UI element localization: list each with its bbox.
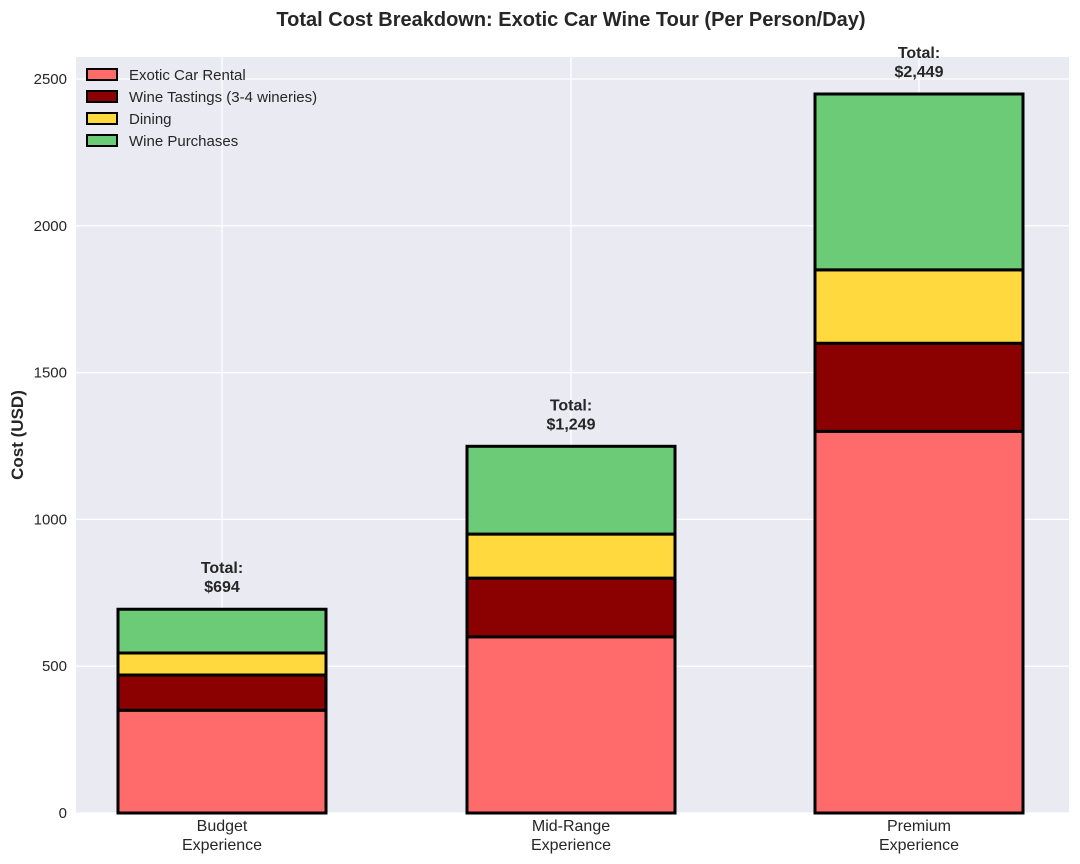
bar-segment — [813, 341, 1025, 433]
bar-segment — [813, 268, 1025, 345]
x-tick-label: Budget — [197, 818, 248, 835]
legend-label: Wine Purchases — [129, 133, 238, 150]
y-axis-label: Cost (USD) — [8, 390, 27, 480]
bar-segment — [465, 576, 677, 639]
y-tick-label: 1500 — [34, 365, 67, 382]
total-label-value: $694 — [204, 579, 240, 596]
bar-segment — [116, 673, 328, 712]
legend-label: Wine Tastings (3-4 wineries) — [129, 89, 317, 106]
legend: Exotic Car Rental Wine Tastings (3-4 wine… — [86, 67, 317, 150]
total-label-heading: Total: — [201, 560, 243, 577]
y-tick-label: 0 — [59, 805, 67, 822]
legend-label: Dining — [129, 111, 172, 128]
legend-swatch — [86, 112, 118, 125]
bar-segment — [465, 444, 677, 536]
x-tick-label: Experience — [531, 837, 611, 854]
x-tick-labels: Budget Experience Mid-Range Experience Premi… — [182, 818, 959, 854]
total-label-value: $2,449 — [895, 64, 944, 81]
bars — [116, 92, 1025, 815]
total-label-value: $1,249 — [547, 416, 596, 433]
y-tick-label: 2500 — [34, 71, 67, 88]
legend-swatch — [86, 68, 118, 81]
bar-segment — [465, 532, 677, 580]
legend-swatch — [86, 134, 118, 147]
legend-label: Exotic Car Rental — [129, 67, 246, 84]
x-tick-label: Experience — [879, 837, 959, 854]
bar-segment — [813, 92, 1025, 272]
legend-swatch — [86, 90, 118, 103]
bar-segment — [813, 429, 1025, 815]
x-tick-label: Mid-Range — [532, 818, 610, 835]
bar-segment — [116, 651, 328, 677]
total-labels: Total: $694 Total: $1,249 Total: $2,449 — [201, 45, 944, 596]
bar-segment — [465, 635, 677, 815]
total-label-heading: Total: — [898, 45, 940, 62]
y-tick-label: 500 — [42, 658, 67, 675]
x-tick-label: Experience — [182, 837, 262, 854]
bar-segment — [116, 708, 328, 815]
total-label-heading: Total: — [550, 397, 592, 414]
x-tick-label: Premium — [887, 818, 951, 835]
y-tick-labels: 0 500 1000 1500 2000 2500 — [34, 71, 67, 822]
chart-title: Total Cost Breakdown: Exotic Car Wine To… — [276, 9, 865, 31]
bar-segment — [116, 607, 328, 655]
y-tick-label: 1000 — [34, 511, 67, 528]
y-tick-label: 2000 — [34, 218, 67, 235]
